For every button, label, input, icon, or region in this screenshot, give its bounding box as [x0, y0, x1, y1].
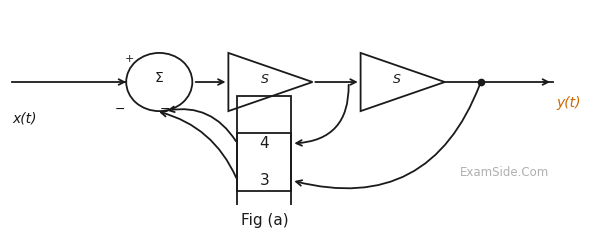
Text: 3: 3 [260, 173, 269, 188]
Text: Σ: Σ [155, 71, 163, 85]
Text: −: − [115, 103, 126, 116]
Text: y(t): y(t) [556, 96, 581, 110]
Text: Fig (a): Fig (a) [240, 213, 288, 228]
Text: x(t): x(t) [12, 112, 37, 126]
Text: −: − [160, 103, 171, 116]
Text: ExamSide.Com: ExamSide.Com [460, 166, 549, 179]
Text: S: S [260, 73, 269, 86]
Text: +: + [124, 54, 134, 64]
Text: S: S [392, 73, 401, 86]
Text: 4: 4 [260, 136, 269, 151]
